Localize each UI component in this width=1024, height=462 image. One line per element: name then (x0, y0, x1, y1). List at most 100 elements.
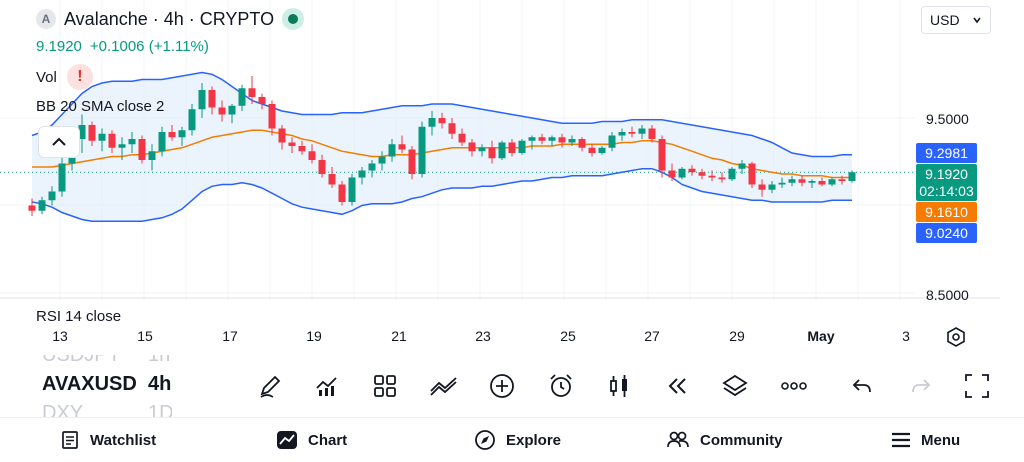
indicators-button[interactable] (310, 369, 344, 403)
candle-body (428, 118, 436, 127)
alert-button[interactable] (544, 369, 578, 403)
nav-menu[interactable]: Menu (891, 418, 960, 462)
pencil-icon (260, 375, 281, 398)
candle-body (48, 191, 56, 201)
candle-body (178, 130, 186, 138)
watchlist-icon (62, 431, 78, 449)
replay-icon (668, 378, 686, 394)
hamburger-icon (892, 432, 910, 448)
time-tick: 27 (644, 328, 660, 344)
time-tick: 15 (137, 328, 153, 344)
layout-button[interactable] (368, 369, 402, 403)
candle-body (718, 177, 726, 180)
compass-icon (475, 430, 495, 450)
candle-body (338, 184, 346, 202)
candle-body (738, 163, 746, 169)
layout-grid-icon (374, 375, 396, 397)
chevron-down-icon (973, 17, 981, 24)
compare-button[interactable] (427, 369, 461, 403)
time-tick: 17 (222, 328, 238, 344)
candle-body (588, 147, 596, 153)
candle-body (358, 170, 366, 178)
candle-body (568, 139, 576, 143)
symbol-switcher[interactable]: USDJPY 1h AVAXUSD 4h DXY 1D (42, 355, 172, 417)
last-price-tag: 9.1920 02:14:03 (916, 164, 977, 201)
nav-label: Chart (308, 431, 348, 449)
candle-body (388, 144, 396, 157)
rsi-indicator-label[interactable]: RSI 14 close (36, 308, 122, 325)
candle-body (198, 90, 206, 110)
symbol-name: DXY (42, 402, 84, 417)
chart-title[interactable]: Avalanche · 4h · CRYPTO (64, 8, 275, 29)
chart-area[interactable]: A Avalanche · 4h · CRYPTO 9.1920 +0.1006… (0, 0, 1024, 355)
bb-upper-tag: 9.2981 (916, 143, 977, 163)
symbol-item[interactable]: DXY 1D (42, 402, 172, 417)
currency-select[interactable]: USD (921, 6, 991, 34)
market-status-icon[interactable] (282, 8, 305, 30)
candle-body (258, 97, 266, 104)
candle-body (158, 132, 166, 152)
more-button[interactable] (777, 369, 811, 403)
fullscreen-button[interactable] (960, 369, 994, 403)
price-chart[interactable] (0, 0, 1024, 355)
replay-button[interactable] (660, 369, 694, 403)
candle-body (128, 139, 136, 145)
time-tick: 21 (391, 328, 407, 344)
last-price-tag-value: 9.1920 (925, 166, 968, 182)
candle-body (148, 151, 156, 160)
symbol-item-active[interactable]: AVAXUSD 4h (42, 373, 171, 396)
nav-community[interactable]: Community (666, 418, 783, 462)
time-tick: May (807, 328, 835, 344)
bb-lower-tag: 9.0240 (916, 223, 977, 243)
candle-body (218, 107, 226, 115)
candle-body (488, 147, 496, 159)
candle-body (228, 105, 236, 115)
time-tick: 19 (306, 328, 322, 344)
candle-body (498, 142, 506, 159)
candle-body (838, 179, 846, 181)
bb-lower-line (31, 167, 852, 222)
add-icon (490, 374, 514, 398)
bb-fill-area (32, 72, 852, 222)
bb-basis-tag: 9.1610 (916, 202, 977, 222)
last-price: 9.1920 (36, 38, 82, 55)
redo-button[interactable] (904, 369, 938, 403)
drawing-tools-button[interactable] (253, 369, 287, 403)
alert-clock-icon (550, 374, 572, 397)
candle-body (828, 179, 836, 185)
candle-body (38, 200, 46, 211)
chart-icon (277, 431, 297, 449)
candle-body (558, 137, 566, 143)
bollinger-indicator-label[interactable]: BB 20 SMA close 2 (36, 98, 165, 115)
symbol-header[interactable]: A Avalanche · 4h · CRYPTO (36, 8, 305, 30)
collapse-indicators-button[interactable] (38, 126, 80, 158)
redo-icon (912, 379, 931, 393)
undo-button[interactable] (845, 369, 879, 403)
candles-icon (610, 375, 627, 397)
chevron-up-icon (52, 137, 66, 146)
time-tick: 23 (475, 328, 491, 344)
layers-button[interactable] (718, 369, 752, 403)
nav-watchlist[interactable]: Watchlist (60, 418, 156, 462)
candle-body (668, 170, 676, 178)
bb-upper-line (31, 71, 852, 158)
nav-explore[interactable]: Explore (474, 418, 561, 462)
symbol-interval: 1D (148, 402, 172, 417)
add-button[interactable] (485, 369, 519, 403)
candle-body (578, 139, 586, 148)
volume-indicator[interactable]: Vol ! (36, 64, 93, 90)
candle-body (548, 137, 556, 141)
warning-icon[interactable]: ! (66, 64, 93, 90)
chart-settings-icon[interactable] (944, 325, 968, 349)
chart-type-button[interactable] (602, 369, 636, 403)
symbol-item[interactable]: USDJPY 1h (42, 355, 170, 367)
nav-label: Menu (921, 431, 961, 449)
nav-chart[interactable]: Chart (276, 418, 347, 462)
candle-body (788, 179, 796, 183)
symbol-name: AVAXUSD (42, 373, 137, 395)
candle-body (638, 128, 646, 134)
candle-body (368, 163, 376, 171)
community-icon (667, 431, 689, 448)
candle-body (58, 163, 66, 192)
time-tick: 3 (902, 328, 910, 344)
